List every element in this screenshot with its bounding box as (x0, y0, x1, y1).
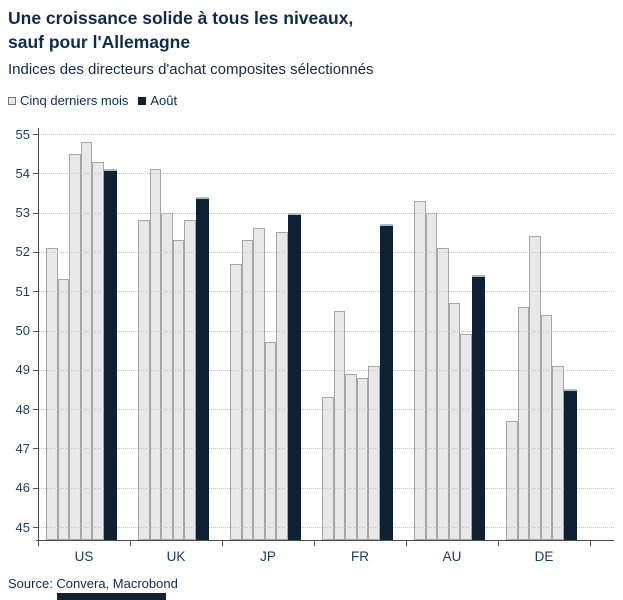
bar-cinq-derniers-mois (322, 397, 334, 540)
navy-square-swatch-icon (138, 96, 147, 105)
y-axis-tick (33, 134, 38, 135)
bar-aout (380, 224, 393, 540)
y-gridline (38, 251, 614, 253)
y-axis-tick (33, 527, 38, 528)
chart-title-line2: sauf pour l'Allemagne (8, 32, 191, 52)
bar-aout (288, 212, 301, 540)
footer-logo-bar (57, 593, 166, 600)
y-axis-tick-label: 53 (15, 205, 30, 221)
bar-cinq-derniers-mois (517, 306, 530, 540)
bar-aout (196, 196, 209, 540)
x-axis-category-label: DE (534, 549, 554, 564)
y-axis-tick (33, 330, 38, 332)
bar-cinq-derniers-mois (184, 220, 196, 540)
bar-cinq-derniers-mois (264, 342, 277, 540)
x-axis-tick (222, 540, 223, 546)
y-axis-tick-label: 48 (15, 401, 30, 417)
y-axis-tick-label: 55 (15, 126, 30, 142)
y-axis-tick (33, 251, 38, 253)
bar-cinq-derniers-mois (46, 247, 58, 540)
y-axis-tick (33, 487, 38, 489)
y-axis-tick-label: 54 (15, 165, 30, 181)
bar-cinq-derniers-mois (356, 377, 369, 540)
y-axis-tick-label: 49 (15, 362, 30, 378)
bar-aout (104, 169, 117, 540)
x-axis-category-label: JP (260, 549, 276, 564)
y-gridline (38, 527, 614, 528)
y-gridline (38, 487, 614, 489)
bar-cinq-derniers-mois (460, 334, 472, 540)
bar-cinq-derniers-mois (253, 228, 265, 540)
x-axis-tick (314, 540, 315, 546)
bar-cinq-derniers-mois (149, 169, 162, 540)
y-gridline (38, 448, 614, 450)
y-axis-tick (33, 369, 38, 371)
bar-cinq-derniers-mois (506, 420, 518, 540)
x-axis-category-label: AU (442, 549, 462, 564)
legend-label: Cinq derniers mois (20, 93, 129, 108)
bar-cinq-derniers-mois (333, 310, 346, 540)
chart-subtitle: Indices des directeurs d'achat composite… (8, 61, 374, 78)
y-gridline (38, 369, 614, 371)
bar-cinq-derniers-mois (552, 365, 564, 540)
y-axis-tick-label: 45 (15, 519, 30, 535)
bar-cinq-derniers-mois (80, 141, 93, 540)
bar-cinq-derniers-mois (69, 153, 81, 540)
y-axis-tick-label: 51 (15, 283, 30, 299)
x-axis-tick (406, 540, 407, 546)
legend-item-aout: Août (138, 93, 177, 108)
x-axis-line (36, 540, 614, 541)
legend-item-cinq-derniers-mois: Cinq derniers mois (8, 93, 128, 108)
bar-cinq-derniers-mois (241, 240, 254, 540)
bar-aout (472, 275, 485, 540)
y-axis-tick-label: 47 (15, 440, 30, 456)
y-axis-tick (33, 448, 38, 450)
y-axis-tick-label: 52 (15, 244, 30, 260)
bar-cinq-derniers-mois (448, 302, 461, 540)
bar-cinq-derniers-mois (172, 240, 185, 540)
gray-square-swatch-icon (8, 96, 16, 105)
bar-cinq-derniers-mois (230, 263, 242, 540)
y-gridline (38, 291, 614, 293)
bar-aout (564, 389, 577, 540)
x-axis-category-label: FR (351, 549, 369, 564)
legend-label: Août (150, 93, 178, 108)
y-gridline (38, 330, 614, 332)
x-axis-tick (130, 540, 131, 546)
x-axis-category-label: US (74, 549, 94, 564)
y-axis-tick (33, 291, 38, 293)
chart-title: Une croissance solide à tous les niveaux… (8, 6, 353, 54)
x-axis-tick (38, 540, 39, 546)
y-axis-tick-label: 50 (15, 323, 30, 338)
bar-cinq-derniers-mois (138, 220, 150, 540)
bar-cinq-derniers-mois (368, 365, 380, 540)
chart-title-line1: Une croissance solide à tous les niveaux… (8, 8, 354, 28)
y-gridline (38, 134, 614, 135)
bar-cinq-derniers-mois (529, 236, 541, 540)
x-axis-category-label: UK (166, 549, 186, 564)
bar-cinq-derniers-mois (161, 212, 173, 540)
bar-cinq-derniers-mois (437, 247, 449, 540)
x-axis-tick (590, 540, 591, 546)
y-axis-tick-label: 46 (15, 480, 30, 496)
y-gridline (38, 173, 614, 175)
y-axis-tick (33, 212, 38, 214)
bar-cinq-derniers-mois (425, 212, 438, 540)
bar-cinq-derniers-mois (276, 232, 288, 540)
y-gridline (38, 409, 614, 411)
bar-cinq-derniers-mois (92, 161, 104, 540)
x-axis-tick (498, 540, 499, 546)
y-axis-tick (33, 173, 38, 175)
y-axis-line (38, 128, 39, 540)
source-text: Source: Convera, Macrobond (8, 576, 178, 591)
bar-cinq-derniers-mois (540, 314, 553, 540)
y-gridline (38, 212, 614, 214)
y-axis-tick (33, 409, 38, 411)
legend: Cinq derniers mois Août (8, 93, 177, 108)
bar-cinq-derniers-mois (345, 373, 357, 540)
